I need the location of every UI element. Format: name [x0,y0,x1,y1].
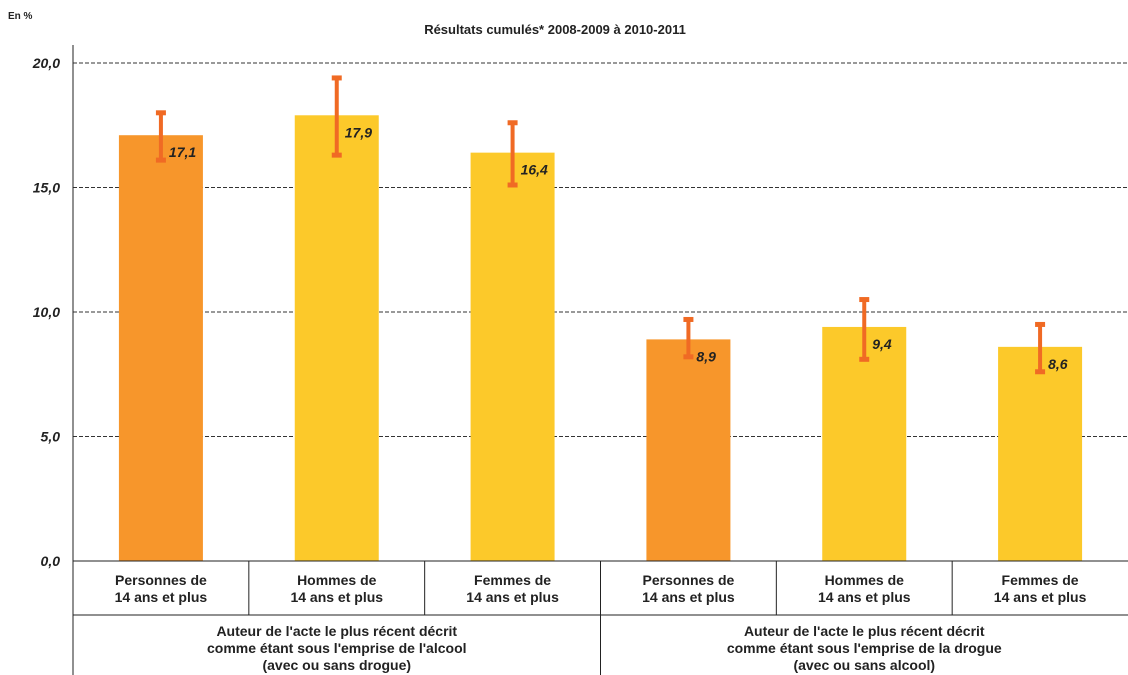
group-label: Auteur de l'acte le plus récent décrit [744,623,985,639]
error-bars [155,75,1046,375]
category-label: 14 ans et plus [642,589,735,605]
data-label: 17,9 [345,124,372,140]
category-label: 14 ans et plus [290,589,383,605]
group-label: Auteur de l'acte le plus récent décrit [216,623,457,639]
gridlines [73,62,1128,437]
y-tick-label: 0,0 [41,553,61,569]
category-label: Femmes de [474,572,551,588]
group-label: comme étant sous l'emprise de l'alcool [207,640,467,656]
category-label: Hommes de [297,572,377,588]
category-label: 14 ans et plus [115,589,208,605]
y-axis-ticks: 0,0 5,0 10,0 15,0 20,0 [32,55,60,569]
y-tick-label: 20,0 [32,55,60,71]
bar [118,135,203,561]
group-label: (avec ou sans alcool) [793,657,935,673]
category-label: 14 ans et plus [994,589,1087,605]
data-label: 8,6 [1048,356,1068,372]
category-label: Personnes de [643,572,735,588]
value-labels: 17,1 17,9 16,4 8,9 9,4 8,6 [169,124,1068,372]
category-label: Femmes de [1002,572,1079,588]
group-labels: Auteur de l'acte le plus récent décritco… [207,623,1002,673]
category-label: 14 ans et plus [466,589,559,605]
bar [822,326,907,561]
bar [470,152,555,561]
category-label: 14 ans et plus [818,589,911,605]
data-label: 17,1 [169,144,196,160]
bar [294,115,379,561]
category-label: Hommes de [825,572,905,588]
data-label: 16,4 [521,162,548,178]
category-label: Personnes de [115,572,207,588]
y-tick-label: 10,0 [33,304,60,320]
chart-title: Résultats cumulés* 2008-2009 à 2010-2011 [424,22,686,37]
group-label: comme étant sous l'emprise de la drogue [727,640,1002,656]
data-label: 9,4 [872,336,892,352]
axes [72,45,1128,675]
y-tick-label: 5,0 [41,429,61,445]
bars [118,115,1083,561]
bar [646,339,731,561]
unit-label: En % [8,11,33,22]
group-label: (avec ou sans drogue) [262,657,411,673]
y-tick-label: 15,0 [33,180,60,196]
bar [998,346,1083,561]
data-label: 8,9 [696,348,716,364]
